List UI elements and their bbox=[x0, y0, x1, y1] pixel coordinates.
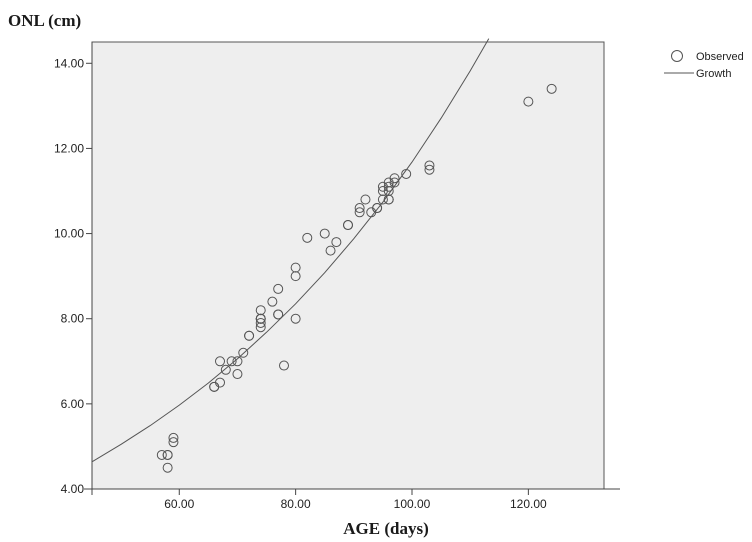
plot-area bbox=[91, 41, 605, 490]
x-tick-label: 80.00 bbox=[281, 497, 311, 511]
observed-point bbox=[302, 232, 313, 243]
observed-point bbox=[325, 245, 336, 256]
observed-point bbox=[156, 449, 167, 460]
observed-point bbox=[424, 160, 435, 171]
observed-point bbox=[360, 194, 371, 205]
observed-point bbox=[290, 313, 301, 324]
observed-point bbox=[255, 317, 266, 328]
observed-point bbox=[232, 356, 243, 367]
observed-point bbox=[354, 203, 365, 214]
legend-observed-marker bbox=[671, 50, 683, 62]
legend: Observed Growth bbox=[664, 50, 744, 80]
axis-ticks: 60.00 80.00 100.00 120.00 4.00 6.00 8.00 10.00 1… bbox=[54, 56, 547, 511]
observed-point bbox=[389, 173, 400, 184]
y-tick-label: 14.00 bbox=[54, 56, 84, 70]
observed-point bbox=[279, 360, 289, 371]
observed-point bbox=[331, 237, 342, 248]
observed-point bbox=[232, 369, 243, 380]
observed-point bbox=[244, 330, 255, 341]
growth-line bbox=[91, 38, 490, 463]
observed-point bbox=[523, 96, 534, 107]
growth-curve-layer bbox=[91, 38, 490, 463]
y-tick-label: 12.00 bbox=[54, 141, 84, 155]
observed-point bbox=[424, 164, 435, 175]
y-tick-label: 6.00 bbox=[61, 397, 85, 411]
observed-point bbox=[162, 449, 173, 460]
observed-point bbox=[220, 364, 231, 375]
y-tick-label: 10.00 bbox=[54, 227, 84, 241]
y-axis-label: ONL (cm) bbox=[8, 11, 81, 30]
observed-point bbox=[372, 203, 383, 214]
observed-point bbox=[290, 262, 301, 273]
y-tick-label: 4.00 bbox=[61, 482, 85, 496]
x-tick-label: 120.00 bbox=[510, 497, 547, 511]
observed-point bbox=[238, 347, 249, 358]
observed-point bbox=[319, 228, 330, 239]
observed-point bbox=[226, 356, 237, 367]
x-tick-label: 100.00 bbox=[394, 497, 431, 511]
observed-point bbox=[215, 356, 225, 367]
observed-point bbox=[168, 437, 179, 448]
legend-observed-label: Observed bbox=[696, 51, 744, 63]
observed-point bbox=[354, 207, 365, 218]
observed-point bbox=[273, 309, 284, 320]
observed-point bbox=[546, 83, 557, 94]
legend-growth-label: Growth bbox=[696, 68, 731, 80]
observed-points-layer bbox=[156, 83, 557, 473]
observed-point bbox=[343, 220, 353, 231]
observed-point bbox=[162, 462, 173, 473]
observed-point bbox=[255, 313, 266, 324]
x-tick-label: 60.00 bbox=[164, 497, 194, 511]
y-tick-label: 8.00 bbox=[61, 312, 85, 326]
observed-point bbox=[168, 432, 179, 443]
observed-point bbox=[267, 296, 278, 307]
observed-point bbox=[215, 377, 225, 388]
observed-point bbox=[389, 177, 400, 188]
observed-point bbox=[401, 168, 412, 179]
observed-point bbox=[383, 194, 394, 205]
observed-point bbox=[273, 283, 284, 294]
x-axis-label: AGE (days) bbox=[343, 519, 428, 538]
